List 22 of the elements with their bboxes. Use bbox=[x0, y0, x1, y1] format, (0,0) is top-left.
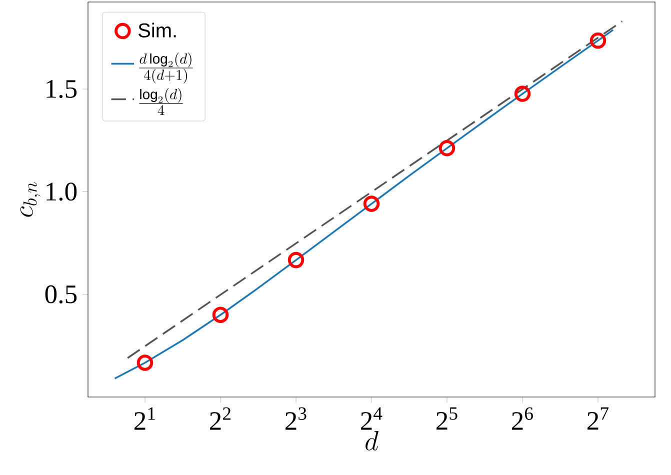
point bbox=[212, 306, 229, 324]
y-tick-label: 1.0 bbox=[46, 182, 77, 201]
point bbox=[438, 140, 456, 156]
x-axis-title: $d$ bbox=[366, 430, 378, 450]
y-tick-label: 1.5 bbox=[46, 80, 77, 98]
y-tick-label: 0.5 bbox=[45, 285, 77, 304]
x-tick-label: 2$^{5}$ bbox=[436, 407, 458, 430]
legend-label: Sim. bbox=[138, 22, 176, 38]
point bbox=[363, 196, 380, 212]
x-tick-label: 2$^{7}$ bbox=[588, 407, 608, 430]
x-tick-label: 2$^{6}$ bbox=[512, 407, 533, 430]
legend-label: $\frac{d\log_2(d)}{4(d+1)}$ bbox=[139, 52, 193, 84]
x-tick-label: 2$^{2}$ bbox=[210, 407, 230, 430]
x-tick-label: 2$^{4}$ bbox=[361, 407, 382, 430]
point bbox=[288, 252, 304, 268]
point bbox=[514, 86, 531, 102]
x-tick-label: 2$^{3}$ bbox=[286, 407, 306, 430]
point bbox=[136, 354, 154, 371]
point bbox=[590, 32, 606, 49]
y-axis-title: $c_{b,n}$ bbox=[20, 182, 40, 217]
legend-label: $\frac{\log_2(d)}{4}$ bbox=[139, 88, 183, 115]
x-tick-label: 2$^{1}$ bbox=[134, 407, 155, 430]
